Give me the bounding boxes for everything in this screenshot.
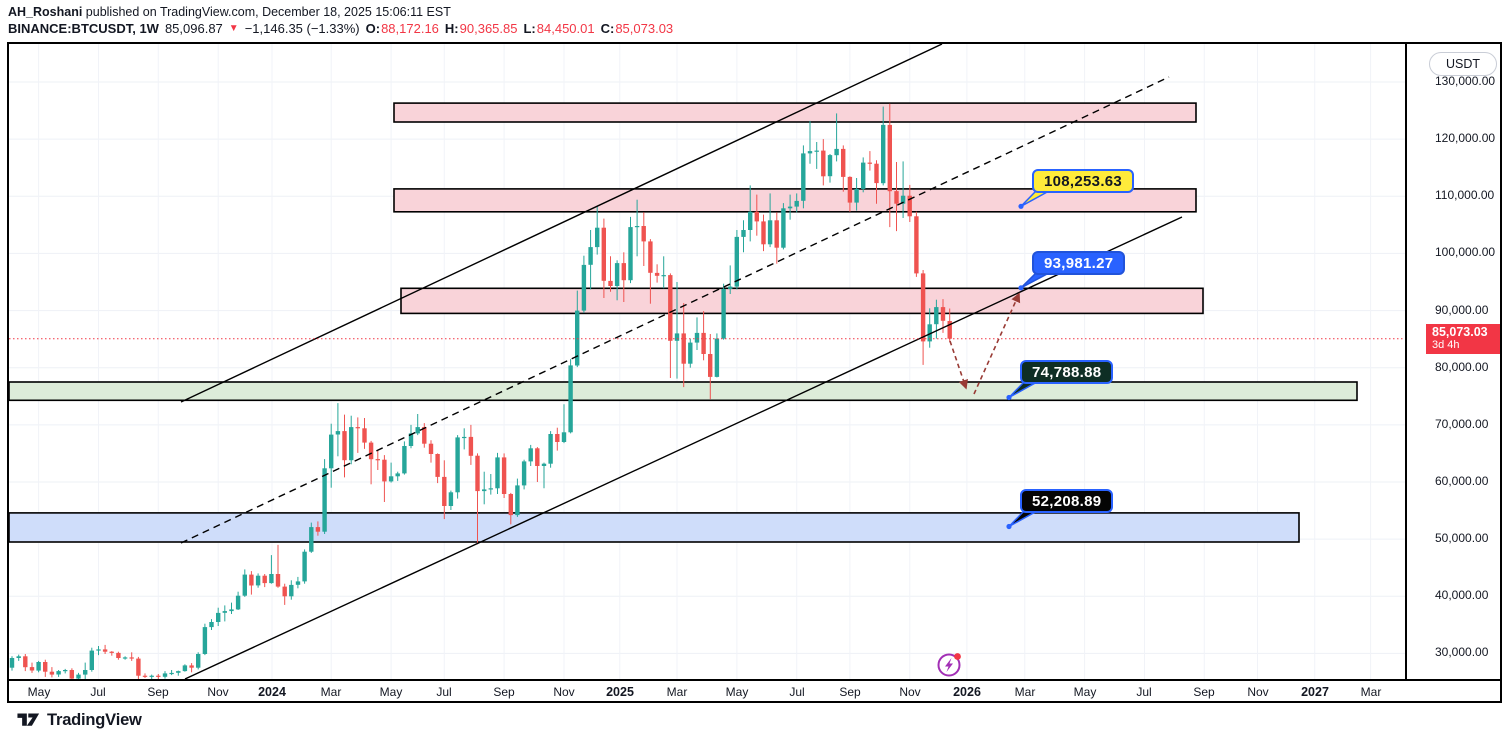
time-axis-divider xyxy=(9,679,1500,681)
price-axis-divider xyxy=(1405,44,1407,679)
price-callout-support-blue: 52,208.89 xyxy=(1020,489,1114,513)
price-change: −1,146.35 (−1.33%) xyxy=(244,21,360,36)
price-callout-resistance: 108,253.63 xyxy=(1032,169,1135,193)
publish-info: AH_Roshani published on TradingView.com,… xyxy=(8,4,451,20)
time-axis-month-label: Jul xyxy=(1136,685,1152,699)
time-axis-month-label: Mar xyxy=(320,685,342,699)
tradingview-logo[interactable]: TradingView xyxy=(16,709,142,731)
price-axis-label: 100,000.00 xyxy=(1435,245,1496,259)
price-axis-label: 110,000.00 xyxy=(1435,188,1495,202)
price-axis-label: 120,000.00 xyxy=(1435,131,1496,145)
price-axis-label: 50,000.00 xyxy=(1435,531,1489,545)
time-axis-month-label: Mar xyxy=(666,685,688,699)
price-axis-label: 90,000.00 xyxy=(1435,303,1489,317)
time-axis-month-label: Mar xyxy=(1014,685,1036,699)
open-label: O: xyxy=(365,21,381,36)
price-axis-label: 80,000.00 xyxy=(1435,360,1489,374)
price-chart-canvas xyxy=(9,44,1405,679)
high-value: 90,365.85 xyxy=(459,21,518,36)
price-axis-label: 30,000.00 xyxy=(1435,645,1489,659)
symbol-label: BINANCE:BTCUSDT, 1W xyxy=(8,21,159,36)
price-callout-support-green: 74,788.88 xyxy=(1020,360,1114,384)
down-triangle-icon: ▼ xyxy=(228,23,239,34)
price-axis-label: 130,000.00 xyxy=(1435,74,1496,88)
author-name: AH_Roshani xyxy=(8,5,83,19)
current-price-tag: 85,073.03 3d 4h xyxy=(1426,324,1500,354)
chart-frame: USDT 130,000.00 120,000.00 110,000.00 100,0… xyxy=(7,42,1502,703)
low-label: L: xyxy=(523,21,536,36)
time-axis-month-label: Nov xyxy=(207,685,229,699)
time-axis-year-label: 2025 xyxy=(606,685,634,699)
time-axis-month-label: Sep xyxy=(1193,685,1215,699)
low-value: 84,450.01 xyxy=(536,21,595,36)
tradingview-logo-icon xyxy=(17,713,40,726)
high-label: H: xyxy=(444,21,459,36)
time-axis-year-label: 2027 xyxy=(1301,685,1329,699)
close-label: C: xyxy=(600,21,615,36)
time-axis-year-label: 2024 xyxy=(258,685,286,699)
time-axis-month-label: May xyxy=(27,685,51,699)
price-axis-label: 40,000.00 xyxy=(1435,588,1489,602)
time-axis-year-label: 2026 xyxy=(953,685,981,699)
time-axis-month-label: Jul xyxy=(436,685,452,699)
time-axis-month-label: May xyxy=(379,685,403,699)
time-axis-month-label: Nov xyxy=(899,685,921,699)
time-axis-month-label: Mar xyxy=(1360,685,1382,699)
current-price-value: 85,073.03 xyxy=(1432,325,1488,339)
time-axis-month-label: Sep xyxy=(147,685,169,699)
time-axis-month-label: Jul xyxy=(90,685,106,699)
currency-toggle-button[interactable]: USDT xyxy=(1429,52,1497,76)
time-axis-month-label: Sep xyxy=(839,685,861,699)
time-axis-month-label: May xyxy=(725,685,749,699)
time-axis-month-label: Sep xyxy=(493,685,515,699)
time-axis-month-label: Nov xyxy=(553,685,575,699)
symbol-info-bar: BINANCE:BTCUSDT, 1W 85,096.87 ▼ −1,146.3… xyxy=(8,21,673,37)
price-callout-breakout-target: 93,981.27 xyxy=(1032,251,1126,275)
publish-text: published on TradingView.com, December 1… xyxy=(82,5,451,19)
bar-countdown: 3d 4h xyxy=(1432,339,1460,351)
time-axis-month-label: Jul xyxy=(789,685,805,699)
tradingview-logo-text: TradingView xyxy=(47,710,142,729)
last-price: 85,096.87 xyxy=(164,21,223,36)
price-axis-label: 70,000.00 xyxy=(1435,417,1489,431)
open-value: 88,172.16 xyxy=(381,21,439,36)
close-value: 85,073.03 xyxy=(615,21,674,36)
time-axis-month-label: May xyxy=(1073,685,1097,699)
time-axis-month-label: Nov xyxy=(1247,685,1269,699)
price-axis-label: 60,000.00 xyxy=(1435,474,1489,488)
